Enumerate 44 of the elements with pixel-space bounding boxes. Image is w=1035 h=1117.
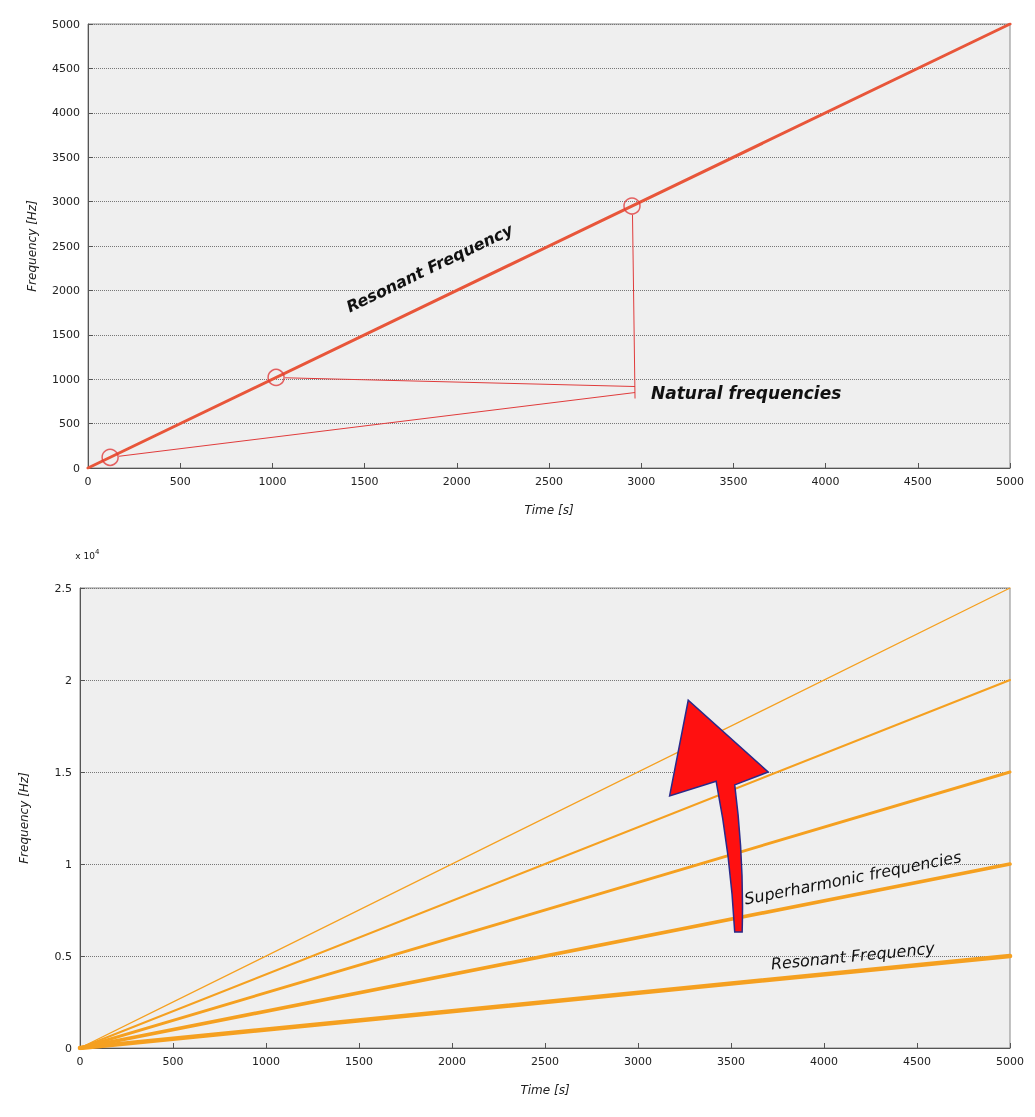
y-tick-label: 0 [65, 1041, 72, 1055]
x-axis-title: Time [s] [520, 1083, 570, 1097]
x-tick-label: 3500 [719, 475, 748, 488]
y-axis-title: Frequency [Hz] [25, 199, 39, 292]
y-tick-label: 4500 [52, 61, 80, 75]
x-tick-label: 3500 [717, 1055, 745, 1068]
x-tick-label: 3000 [627, 475, 656, 488]
x-tick-label: 2000 [438, 1055, 466, 1068]
y-tick-label: 4000 [52, 106, 80, 120]
y-tick-label: 2.5 [54, 581, 72, 595]
x-tick-label: 4000 [811, 475, 840, 488]
y-tick-label: 5000 [52, 17, 80, 31]
y-tick-label: 1000 [52, 372, 80, 386]
annotation: Natural frequencies [651, 382, 842, 403]
y-tick-label: 3500 [52, 150, 80, 164]
annotation: Resonant Frequency [769, 938, 937, 974]
y-tick-label: 2500 [52, 239, 80, 253]
x-tick-label: 500 [162, 1055, 184, 1068]
y-tick-label: 0.5 [54, 949, 72, 963]
x-tick-label: 5000 [996, 1055, 1024, 1068]
x-tick-label: 1000 [252, 1055, 280, 1068]
y-tick-label: 1 [65, 857, 72, 871]
x-tick-label: 500 [169, 475, 191, 488]
x-tick-label: 3000 [624, 1055, 652, 1068]
y-tick-label: 1.5 [54, 765, 72, 779]
x-tick-label: 4000 [810, 1055, 838, 1068]
y-tick-label: 500 [59, 417, 80, 431]
x-axis-title: Time [s] [524, 503, 574, 517]
y-tick-label: 0 [73, 461, 80, 475]
x-tick-label: 5000 [996, 475, 1024, 488]
y-tick-label: 2 [65, 673, 72, 687]
x-tick-label: 1000 [258, 475, 287, 488]
x-tick-label: 1500 [345, 1055, 373, 1068]
x-tick-label: 1500 [350, 475, 379, 488]
y-tick-label: 1500 [52, 328, 80, 342]
y-tick-label: 2000 [52, 283, 80, 297]
x-tick-label: 0 [84, 475, 92, 488]
x-tick-label: 2000 [442, 475, 471, 488]
y-axis-title: Frequency [Hz] [17, 771, 31, 864]
x-tick-label: 2500 [531, 1055, 559, 1068]
y-tick-label: 3000 [52, 195, 80, 209]
x-tick-label: 4500 [903, 1055, 931, 1068]
x-tick-label: 2500 [535, 475, 563, 488]
x-tick-label: 4500 [903, 475, 932, 488]
